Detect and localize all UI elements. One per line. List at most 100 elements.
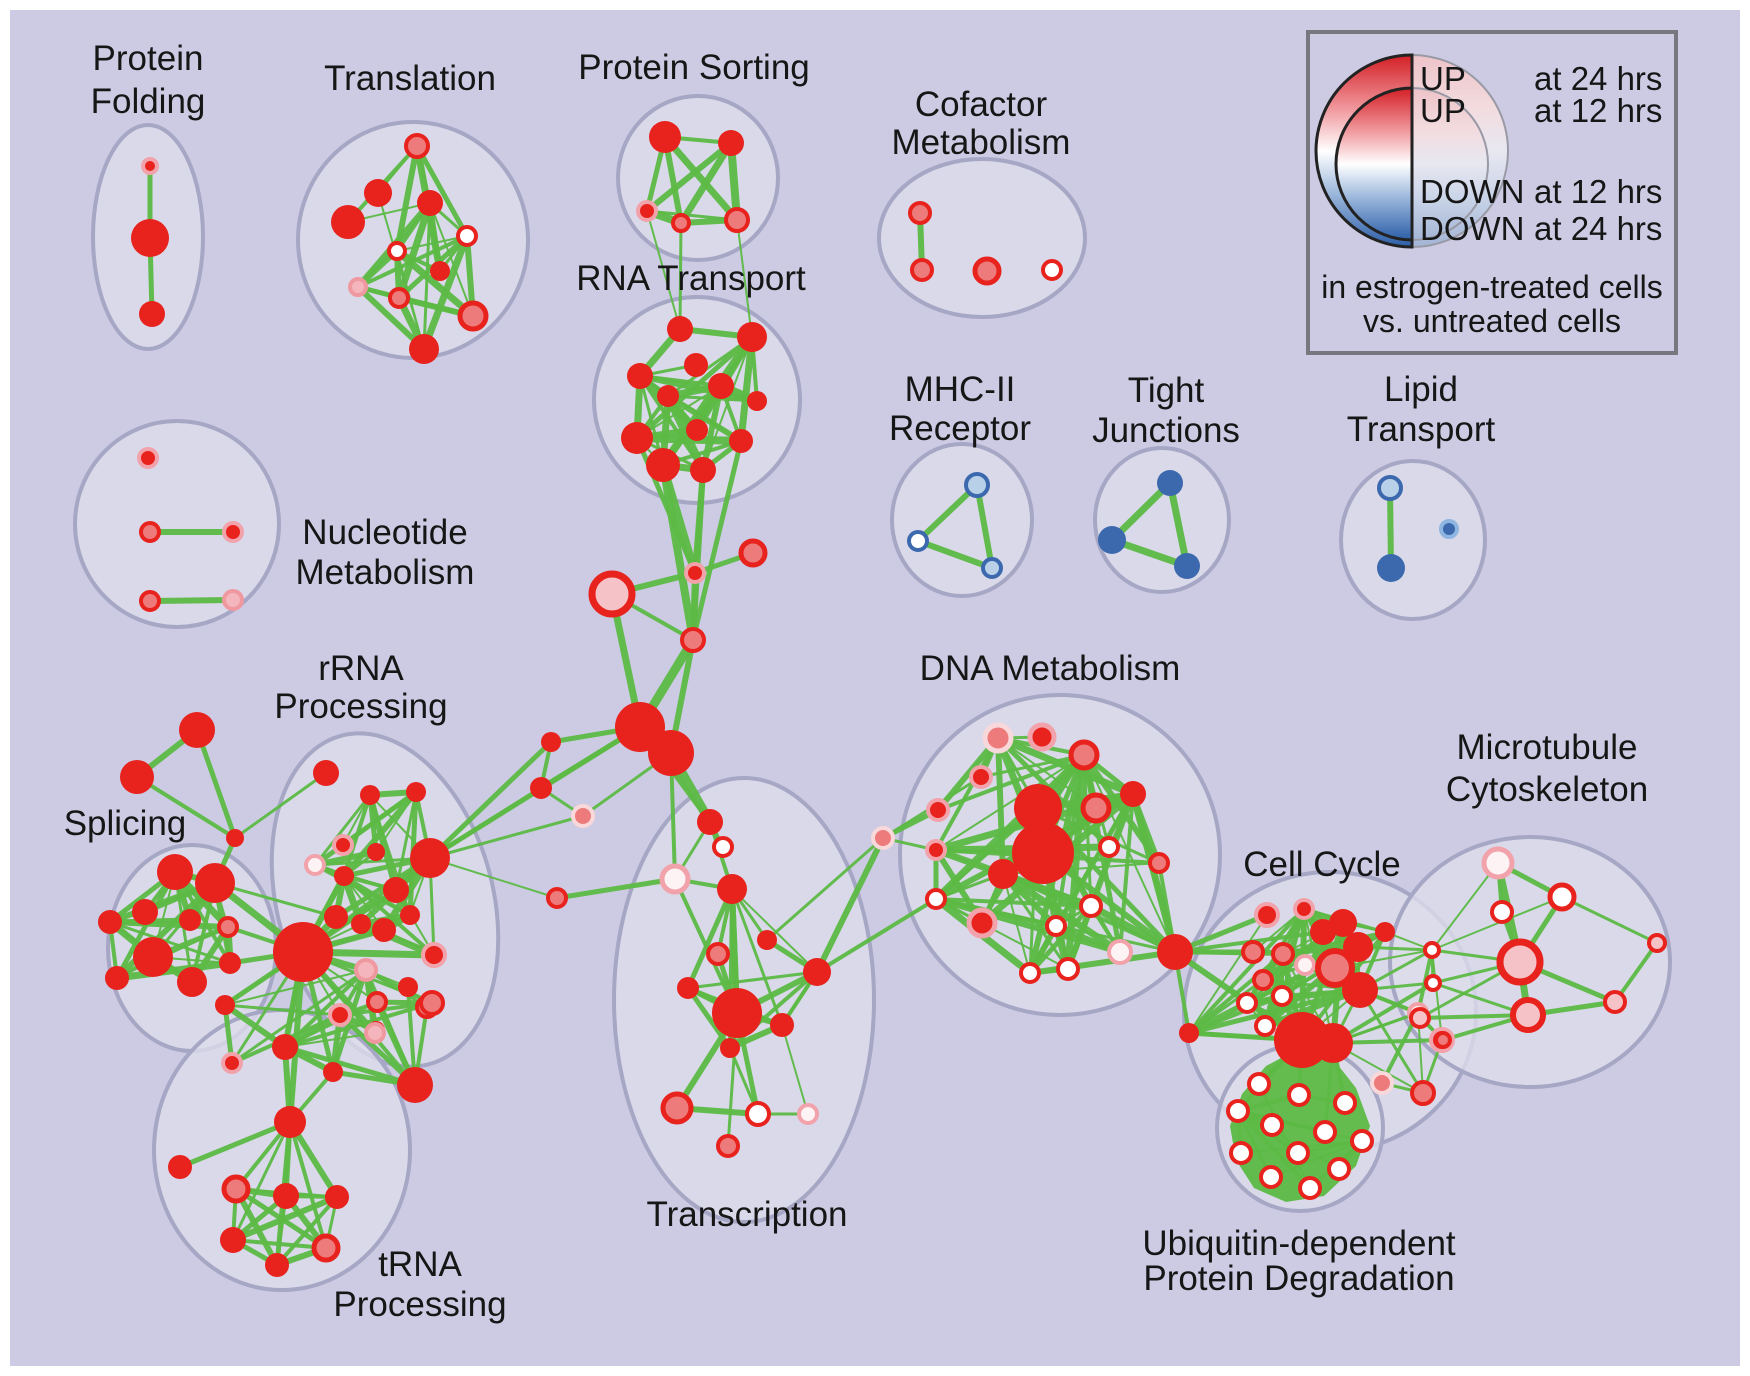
node-m2 [1547, 882, 1577, 912]
node-g5 [304, 854, 326, 876]
network-edge [1431, 862, 1499, 951]
network-edge [999, 870, 1124, 956]
node-tl1 [404, 133, 430, 159]
network-edge [230, 1194, 340, 1243]
node-tl4 [331, 205, 365, 239]
node-t2 [712, 836, 734, 858]
network-edge [665, 393, 744, 444]
network-edge [394, 790, 418, 892]
node-u5 [1260, 1113, 1284, 1137]
node-mh2 [907, 530, 929, 552]
network-edge [685, 886, 735, 991]
node-r4 [684, 353, 708, 377]
network-edge [1173, 950, 1285, 956]
node-t5 [717, 874, 747, 904]
cluster-label-nucleotide: Metabolism [296, 553, 475, 592]
legend-row-label-1: UP [1420, 92, 1466, 129]
network-edge [633, 434, 745, 445]
node-u11 [1259, 1165, 1283, 1189]
node-g12 [372, 918, 396, 942]
node-cc5 [1343, 932, 1373, 962]
node-r2 [737, 322, 767, 352]
node-cc1 [1254, 902, 1280, 928]
node-cc6 [1241, 940, 1265, 964]
cluster-ellipse-nucleotide [73, 419, 281, 629]
node-d18 [1107, 939, 1133, 965]
node-tj1 [1157, 470, 1183, 496]
node-g6 [334, 866, 354, 886]
node-nm4 [139, 590, 161, 612]
node-cc22 [1410, 1080, 1436, 1106]
node-ps5 [724, 207, 750, 233]
cluster-label-tight-junctions: Tight [1128, 371, 1205, 410]
network-edge [233, 771, 328, 840]
node-sp1 [157, 854, 193, 890]
network-edge [814, 835, 886, 975]
node-g13 [400, 905, 420, 925]
node-g11 [351, 914, 371, 934]
node-g3 [406, 782, 426, 802]
network-edge [934, 897, 1093, 908]
cluster-label-trna-processing: tRNA [378, 1245, 462, 1284]
cluster-label-mhc: MHC-II [905, 370, 1016, 409]
node-g15 [354, 958, 378, 982]
node-sp9 [219, 952, 241, 974]
network-edge [1418, 1013, 1530, 1020]
network-edge [283, 1000, 379, 1049]
network-edge [935, 754, 1085, 851]
node-lp3 [1439, 519, 1459, 539]
network-edge [113, 959, 234, 982]
network-edge [428, 786, 543, 860]
legend-inner-left-half [1334, 86, 1414, 242]
network-edge [1166, 479, 1191, 570]
network-edge [375, 791, 417, 853]
node-d5 [926, 798, 950, 822]
node-mz5 [364, 1022, 386, 1044]
node-hub2 [648, 730, 694, 776]
cluster-ellipse-lipid-transport [1339, 459, 1487, 621]
node-d21 [1157, 934, 1193, 970]
node-r6 [657, 385, 679, 407]
node-g8 [383, 877, 409, 903]
node-trz [168, 1155, 192, 1179]
network-edge [393, 247, 477, 320]
node-t9 [712, 988, 762, 1038]
node-s2 [530, 777, 552, 799]
network-edge [666, 394, 759, 403]
node-tl6 [387, 241, 407, 261]
node-sp5 [179, 909, 201, 931]
network-edge [737, 333, 756, 445]
node-d14 [925, 888, 947, 910]
node-nm2 [139, 521, 161, 543]
network-edge [288, 1120, 328, 1250]
node-mz7 [419, 990, 445, 1016]
node-nm5 [222, 589, 244, 611]
network-edge [135, 775, 237, 840]
node-pf1 [141, 157, 159, 175]
node-t6 [757, 930, 777, 950]
node-h4 [220, 1227, 246, 1253]
node-u3 [1333, 1091, 1357, 1115]
node-cc14 [1254, 1015, 1276, 1037]
network-edge [429, 857, 558, 899]
node-cc7 [1271, 942, 1295, 966]
node-cf1 [908, 201, 932, 225]
node-d15 [966, 907, 998, 939]
node-u8 [1229, 1141, 1253, 1165]
node-d11 [988, 859, 1018, 889]
network-edge [690, 438, 744, 643]
node-tl3 [417, 190, 443, 216]
network-edge [116, 926, 229, 979]
network-edge [661, 133, 741, 224]
legend-row-time-0: at 24 hrs [1534, 60, 1662, 97]
network-edge [678, 221, 683, 331]
node-ccb [1313, 1023, 1353, 1063]
node-pf3 [139, 301, 165, 327]
network-edge [979, 753, 1086, 779]
node-d20 [1056, 957, 1080, 981]
network-edge [915, 482, 980, 544]
node-tl2 [364, 179, 392, 207]
network-edge [934, 736, 1000, 852]
node-t4 [546, 887, 568, 909]
network-edge [147, 597, 236, 604]
